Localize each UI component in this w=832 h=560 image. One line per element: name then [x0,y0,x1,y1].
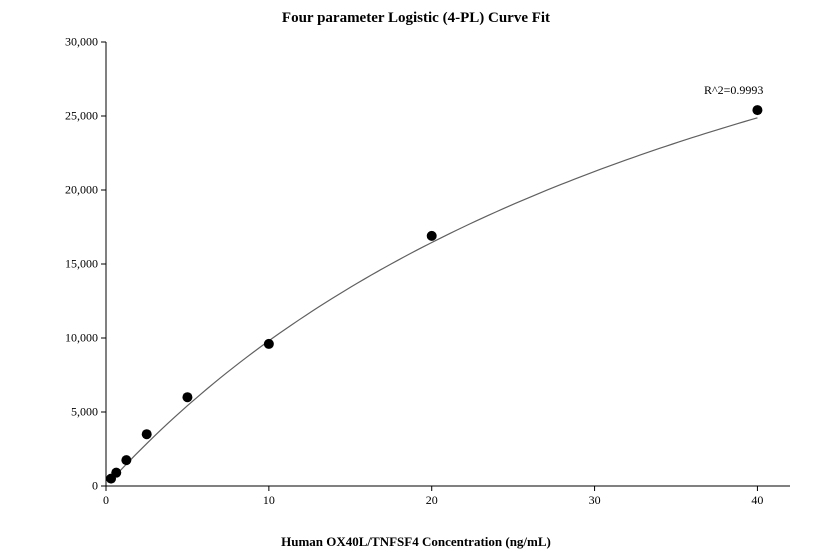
data-point [182,392,192,402]
fit-curve [109,118,757,483]
x-tick-label: 0 [103,493,109,508]
data-point [427,231,437,241]
y-tick-label: 5,000 [71,405,98,420]
y-tick-label: 0 [92,479,98,494]
data-point [111,468,121,478]
data-point [752,105,762,115]
x-tick-label: 40 [751,493,763,508]
y-tick-label: 25,000 [65,109,98,124]
chart-title: Four parameter Logistic (4-PL) Curve Fit [0,10,832,27]
plot-svg [96,32,800,496]
x-tick-label: 20 [426,493,438,508]
r-squared-annotation: R^2=0.9993 [704,83,763,98]
plot-area [106,42,790,486]
data-point [264,339,274,349]
x-tick-label: 30 [589,493,601,508]
x-axis-label: Human OX40L/TNFSF4 Concentration (ng/mL) [0,534,832,550]
y-tick-label: 20,000 [65,183,98,198]
x-tick-label: 10 [263,493,275,508]
y-tick-label: 30,000 [65,35,98,50]
y-tick-label: 15,000 [65,257,98,272]
data-point [121,455,131,465]
data-point [142,429,152,439]
y-tick-label: 10,000 [65,331,98,346]
